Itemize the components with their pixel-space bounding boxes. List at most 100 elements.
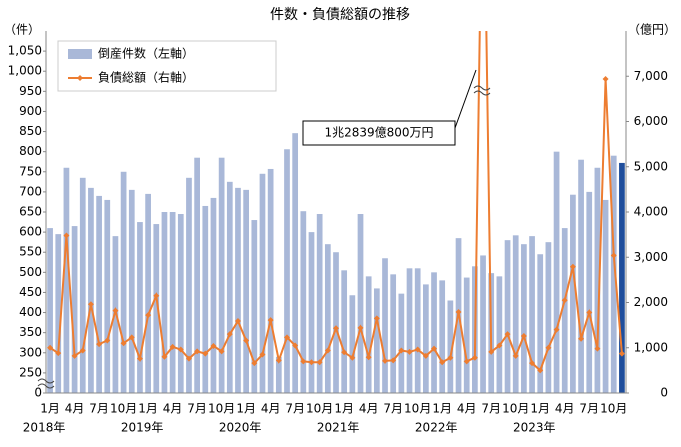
y-tick-label: 900 — [19, 104, 42, 118]
line-marker — [300, 358, 307, 365]
x-tick-label: 10月 — [502, 402, 529, 416]
line-marker — [414, 346, 421, 353]
x-tick-label: 7月 — [187, 402, 207, 416]
line-marker — [602, 75, 609, 82]
x-tick-label: 10月 — [110, 402, 137, 416]
bar — [128, 189, 135, 393]
line-marker — [357, 324, 364, 331]
bar — [137, 222, 143, 393]
bar — [251, 220, 258, 393]
bar — [349, 295, 356, 393]
line-marker — [382, 357, 389, 364]
x-tick-label: 4月 — [555, 402, 575, 416]
line-marker — [512, 352, 519, 359]
bar — [202, 205, 209, 393]
bar — [504, 240, 511, 393]
line-marker — [569, 263, 576, 270]
line-marker — [537, 367, 544, 374]
chart-title: 件数・負債総額の推移 — [270, 7, 410, 23]
y2-tick-label: 5,000 — [634, 159, 668, 173]
bar — [324, 244, 331, 393]
bar — [267, 168, 274, 393]
x-tick-label: 7月 — [89, 402, 109, 416]
bar — [55, 234, 62, 393]
bar — [602, 199, 609, 393]
x-tick-label: 4月 — [261, 402, 281, 416]
bar — [47, 228, 53, 393]
line-marker — [267, 317, 274, 324]
bar — [586, 191, 593, 393]
line-marker — [292, 342, 299, 349]
x-tick-label: 1月 — [530, 402, 550, 416]
bar — [153, 224, 160, 393]
bar — [398, 293, 405, 393]
line-break — [473, 85, 491, 96]
line-marker — [439, 359, 446, 366]
bar — [226, 181, 233, 393]
x-tick-label: 7月 — [285, 402, 305, 416]
line-marker — [365, 354, 372, 361]
x-tick-label: 1月 — [334, 402, 354, 416]
x-tick-label: 1月 — [236, 402, 256, 416]
bar — [104, 199, 111, 393]
line-marker — [243, 337, 250, 344]
line-marker — [194, 348, 201, 355]
y-tick-label: 750 — [19, 164, 42, 178]
line-marker — [561, 297, 568, 304]
bar — [594, 167, 601, 393]
y2-tick-label: 2,000 — [634, 295, 668, 309]
line-marker — [586, 309, 593, 316]
line-marker — [71, 352, 78, 359]
bar — [186, 177, 192, 393]
y-tick-label: 500 — [19, 265, 42, 279]
y-tick-label: 350 — [19, 325, 42, 339]
y2-tick-label: 4,000 — [634, 205, 668, 219]
bar — [120, 171, 127, 393]
line-marker — [471, 354, 478, 361]
line-marker — [259, 351, 266, 358]
line-marker — [545, 344, 552, 351]
line-marker — [504, 331, 511, 338]
legend: 倒産件数（左軸） 負債総額（右軸） — [57, 40, 277, 92]
line-marker — [610, 252, 617, 259]
line-marker — [177, 346, 184, 353]
bar — [561, 228, 568, 393]
bar — [243, 189, 249, 393]
line-marker — [578, 335, 585, 342]
line-marker — [529, 360, 536, 367]
y-tick-label: 300 — [19, 345, 42, 359]
y-tick-label: 650 — [19, 205, 42, 219]
bar — [537, 254, 544, 393]
bar — [300, 211, 307, 393]
y-tick-label: 0 — [34, 386, 42, 400]
bar — [480, 255, 486, 393]
year-label: 2022年 — [415, 421, 458, 435]
x-tick-label: 1月 — [40, 402, 60, 416]
bar — [512, 235, 519, 393]
bar — [259, 173, 266, 393]
bar — [235, 187, 241, 393]
y-axis-label: （件） — [4, 23, 40, 37]
line-marker — [398, 347, 405, 354]
line-marker — [349, 354, 356, 361]
y-tick-label: 950 — [19, 84, 42, 98]
line-marker — [96, 341, 103, 348]
bar — [578, 159, 584, 393]
bar — [333, 252, 339, 393]
line-marker — [463, 358, 470, 365]
line-marker — [161, 353, 168, 360]
bar — [553, 151, 560, 393]
line-marker — [234, 318, 241, 325]
y2-axis-label: （億円） — [628, 23, 676, 37]
y2-tick-label: 3,000 — [634, 250, 668, 264]
line-marker — [341, 349, 348, 356]
line-marker — [251, 360, 258, 367]
y-tick-label: 1,050 — [8, 44, 42, 58]
legend-label: 倒産件数（左軸） — [98, 46, 194, 61]
x-tick-label: 10月 — [208, 402, 235, 416]
y-tick-label: 450 — [19, 285, 42, 299]
annotation: 1兆2839億800万円 — [324, 126, 433, 140]
year-label: 2019年 — [121, 421, 164, 435]
x-tick-label: 4月 — [457, 402, 477, 416]
